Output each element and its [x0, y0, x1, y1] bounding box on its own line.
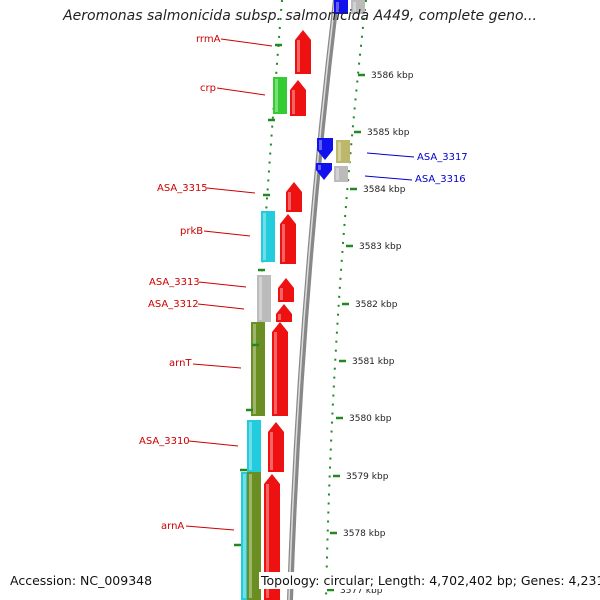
- gene-ASA_3310-shade: [270, 432, 273, 470]
- gene-top-reverse[interactable]: [334, 0, 348, 14]
- gene-label-ASA_3315[interactable]: ASA_3315: [157, 183, 208, 194]
- ruler-label: 3579 kbp: [346, 472, 389, 482]
- gene-label-arnT[interactable]: arnT: [169, 358, 192, 369]
- ruler-label: 3582 kbp: [355, 300, 398, 310]
- gene-label-crp[interactable]: crp: [200, 83, 216, 94]
- genome-summary-text: Topology: circular; Length: 4,702,402 bp…: [259, 572, 600, 589]
- label-leader-line: [206, 187, 256, 194]
- gene-label-ASA_3310[interactable]: ASA_3310: [139, 436, 190, 447]
- label-leader-line: [216, 87, 266, 96]
- gene-ASA_3315[interactable]: [286, 182, 302, 212]
- ruler-label: 3581 kbp: [352, 357, 395, 367]
- gene-crp-shade: [292, 90, 295, 114]
- accession-text: Accession: NC_009348: [8, 572, 155, 589]
- gene-ASA_3317-shade: [319, 140, 322, 150]
- ruler-label: 3586 kbp: [371, 71, 414, 81]
- gene-arnT[interactable]: [272, 322, 288, 416]
- feature-arnA-region-shade: [243, 474, 246, 598]
- label-leader-line: [197, 303, 245, 310]
- feature-top-gray[interactable]: [351, 0, 365, 14]
- label-leader-line: [364, 175, 413, 181]
- label-leader-line: [198, 281, 247, 288]
- ruler-label: 3583 kbp: [359, 242, 402, 252]
- label-leader-line: [220, 38, 273, 47]
- gene-label-ASA_3312[interactable]: ASA_3312: [148, 299, 199, 310]
- feature-ASA_3313-region-shade: [259, 277, 262, 320]
- ruler-label: 3585 kbp: [367, 128, 410, 138]
- genome-backbone: [287, 0, 339, 600]
- gene-label-rrmA[interactable]: rrmA: [196, 34, 221, 45]
- gene-ASA_3317[interactable]: [317, 138, 333, 160]
- ruler-label: 3584 kbp: [363, 185, 406, 195]
- feature-ASA_3317-region-shade: [338, 142, 341, 161]
- feature-arnA-region-2-shade: [249, 474, 252, 598]
- gene-ASA_3316[interactable]: [316, 163, 332, 180]
- gene-arnA-shade: [266, 484, 269, 598]
- label-leader-line: [203, 230, 251, 237]
- feature-prkB-region-shade: [263, 213, 266, 260]
- gene-ASA_3315-shade: [288, 192, 291, 210]
- feature-ASA_3310-region[interactable]: [247, 420, 261, 472]
- label-leader-line: [192, 363, 242, 369]
- gene-prkB[interactable]: [280, 214, 296, 264]
- gene-arnA[interactable]: [264, 474, 280, 600]
- feature-ASA_3310-region-shade: [249, 422, 252, 470]
- feature-crp-region-shade: [275, 79, 278, 112]
- gene-rrmA-shade: [297, 40, 300, 72]
- ruler-label: 3578 kbp: [343, 529, 386, 539]
- label-leader-line: [366, 152, 415, 158]
- gene-prkB-shade: [282, 224, 285, 262]
- label-leader-line: [185, 525, 235, 531]
- gene-ASA_3312[interactable]: [276, 304, 292, 322]
- feature-crp-region[interactable]: [273, 77, 287, 114]
- gene-rrmA[interactable]: [295, 30, 311, 74]
- gene-ASA_3316-shade: [318, 165, 321, 170]
- gene-label-ASA_3313[interactable]: ASA_3313: [149, 277, 200, 288]
- gene-ASA_3313-shade: [280, 288, 283, 300]
- ruler-label: 3577 kbp: [340, 586, 383, 596]
- feature-top-gray-shade: [353, 2, 356, 12]
- feature-ASA_3317-region[interactable]: [336, 140, 350, 163]
- gene-label-prkB[interactable]: prkB: [180, 226, 203, 237]
- gene-ASA_3312-shade: [278, 314, 281, 320]
- feature-arnT-region-shade: [253, 324, 256, 414]
- gene-ASA_3310[interactable]: [268, 422, 284, 472]
- feature-ASA_3316-region-shade: [336, 168, 339, 180]
- gene-label-arnA[interactable]: arnA: [161, 521, 184, 532]
- gene-label-ASA_3316[interactable]: ASA_3316: [415, 174, 466, 185]
- genome-backbone-highlight: [288, 0, 336, 600]
- feature-ASA_3313-region[interactable]: [257, 275, 271, 322]
- map-title: Aeromonas salmonicida subsp. salmonicida…: [63, 8, 537, 24]
- label-leader-line: [188, 440, 239, 447]
- gene-label-ASA_3317[interactable]: ASA_3317: [417, 152, 468, 163]
- ruler-label: 3580 kbp: [349, 414, 392, 424]
- gene-ASA_3313[interactable]: [278, 278, 294, 302]
- gene-crp[interactable]: [290, 80, 306, 116]
- feature-arnA-region-2[interactable]: [247, 472, 261, 600]
- gene-top-reverse-shade: [336, 2, 339, 12]
- feature-prkB-region[interactable]: [261, 211, 275, 262]
- gene-arnT-shade: [274, 332, 277, 414]
- feature-ASA_3316-region[interactable]: [334, 166, 348, 182]
